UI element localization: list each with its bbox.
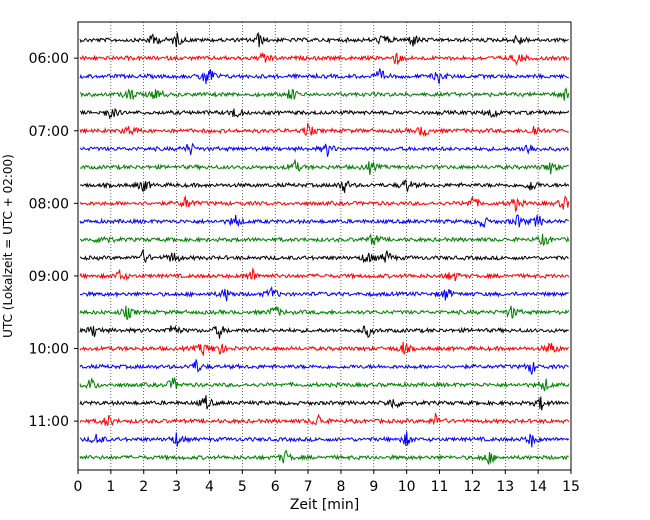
x-tick-label: 7 bbox=[304, 479, 313, 495]
plot-frame bbox=[77, 21, 572, 471]
seismic-traces bbox=[79, 31, 570, 465]
x-axis-label: Zeit [min] bbox=[290, 497, 359, 513]
x-tick-label: 6 bbox=[271, 479, 280, 495]
trace-0615 bbox=[79, 68, 569, 85]
trace-0830 bbox=[80, 233, 570, 246]
trace-1030 bbox=[79, 376, 570, 392]
y-tick-label: 06:00 bbox=[29, 51, 69, 67]
trace-0630 bbox=[79, 87, 570, 101]
trace-0945 bbox=[79, 324, 569, 339]
trace-0600 bbox=[79, 51, 570, 66]
trace-0645 bbox=[79, 107, 570, 120]
trace-1130 bbox=[79, 449, 569, 465]
x-tick-label: 10 bbox=[398, 479, 416, 495]
trace-0545 bbox=[79, 31, 569, 48]
x-tick-label: 5 bbox=[238, 479, 247, 495]
x-tick-label: 2 bbox=[139, 479, 148, 495]
y-axis: 06:00 07:00 08:00 09:00 10:00 11:00 bbox=[29, 51, 78, 430]
trace-1015 bbox=[79, 359, 569, 375]
x-tick-label: 9 bbox=[369, 479, 378, 495]
trace-1100 bbox=[79, 412, 570, 427]
trace-0930 bbox=[79, 305, 570, 320]
trace-0700 bbox=[79, 122, 569, 138]
trace-0915 bbox=[79, 286, 569, 302]
y-tick-label: 10:00 bbox=[29, 342, 69, 358]
x-tick-label: 8 bbox=[336, 479, 345, 495]
y-tick-label: 08:00 bbox=[29, 196, 69, 212]
y-tick-label: 09:00 bbox=[29, 269, 69, 285]
trace-0845 bbox=[79, 248, 569, 264]
y-tick-label: 11:00 bbox=[29, 414, 69, 430]
trace-1000 bbox=[79, 341, 570, 356]
y-tick-label: 07:00 bbox=[29, 124, 69, 140]
x-tick-label: 12 bbox=[463, 479, 481, 495]
x-tick-label: 1 bbox=[106, 479, 115, 495]
x-tick-label: 11 bbox=[431, 479, 449, 495]
x-tick-label: 15 bbox=[562, 479, 580, 495]
trace-0800 bbox=[79, 194, 570, 213]
trace-1115 bbox=[79, 431, 570, 448]
x-axis: 0 1 2 3 4 5 6 7 8 9 10 11 12 13 14 15 bbox=[74, 470, 580, 495]
y-axis-label: UTC (Lokalzeit = UTC + 02:00) bbox=[1, 154, 15, 338]
x-tick-label: 14 bbox=[529, 479, 547, 495]
trace-0815 bbox=[79, 214, 569, 228]
trace-0730 bbox=[79, 159, 569, 176]
trace-0900 bbox=[79, 267, 570, 282]
trace-0715 bbox=[79, 142, 570, 157]
x-tick-label: 3 bbox=[172, 479, 181, 495]
x-tick-label: 13 bbox=[496, 479, 514, 495]
trace-1045 bbox=[79, 395, 569, 411]
trace-0745 bbox=[79, 179, 570, 193]
x-tick-label: 0 bbox=[74, 479, 83, 495]
x-tick-label: 4 bbox=[205, 479, 214, 495]
